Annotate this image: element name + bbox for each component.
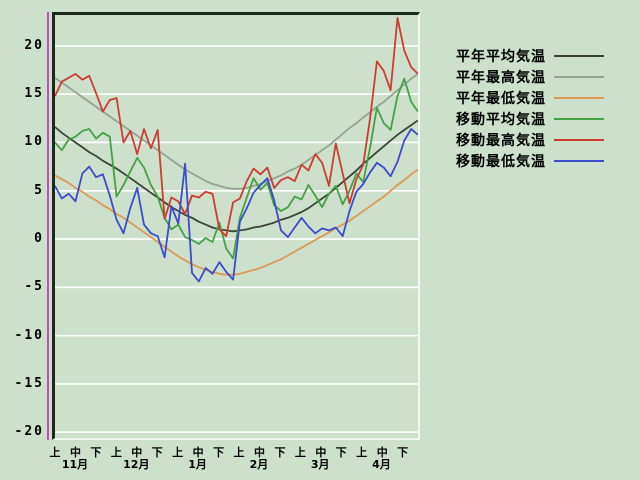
legend-item-moving-avg: 移動平均気温 xyxy=(456,110,604,128)
y-tick-label: 0 xyxy=(34,231,44,247)
x-tick-label: 上 xyxy=(110,446,122,459)
legend-label: 移動平均気温 xyxy=(456,112,546,128)
x-tick-label: 中 xyxy=(192,446,204,459)
normal-max-line-swatch xyxy=(554,76,604,78)
y-tick-label: -15 xyxy=(14,375,44,391)
moving-avg-line-swatch xyxy=(554,118,604,120)
x-tick-label: 下 xyxy=(274,446,286,459)
plot-area xyxy=(52,12,420,440)
legend-label: 移動最高気温 xyxy=(456,133,546,149)
x-tick-label: 中 xyxy=(315,446,327,459)
normal-min-line xyxy=(55,168,418,276)
x-month-label: 3月 xyxy=(310,458,330,471)
y-tick-label: -20 xyxy=(14,424,44,440)
y-tick-label: 15 xyxy=(24,86,44,102)
x-month-label: 4月 xyxy=(372,458,391,471)
x-tick-label: 上 xyxy=(356,446,368,459)
x-tick-label: 下 xyxy=(151,446,163,459)
x-tick-label: 下 xyxy=(213,446,225,459)
x-month-label: 12月 xyxy=(123,458,150,471)
x-tick-label: 上 xyxy=(233,446,245,459)
normal-max-line xyxy=(55,73,418,190)
moving-min-line-swatch xyxy=(554,160,604,162)
moving-min-line xyxy=(55,128,418,283)
legend-label: 平年最低気温 xyxy=(456,91,546,107)
x-tick-label: 上 xyxy=(172,446,184,459)
x-month-label: 2月 xyxy=(249,458,269,471)
y-tick-label: -5 xyxy=(24,279,44,295)
cursor-line xyxy=(47,12,49,440)
moving-max-line-swatch xyxy=(554,139,604,141)
legend-label: 平年最高気温 xyxy=(456,70,546,86)
y-tick-label: 10 xyxy=(24,134,44,150)
x-tick-label: 中 xyxy=(376,446,388,459)
legend-label: 平年平均気温 xyxy=(456,49,546,65)
plot-canvas xyxy=(55,17,418,434)
x-tick-label: 中 xyxy=(131,446,143,459)
x-month-label: 1月 xyxy=(188,458,207,471)
legend-item-moving-max: 移動最高気温 xyxy=(456,131,604,149)
x-tick-label: 上 xyxy=(49,446,61,459)
x-tick-label: 下 xyxy=(397,446,409,459)
legend-label: 移動最低気温 xyxy=(456,154,546,170)
x-tick-label: 下 xyxy=(335,446,347,459)
x-tick-label: 中 xyxy=(254,446,265,459)
legend-item-normal-min: 平年最低気温 xyxy=(456,89,604,107)
normal-avg-line xyxy=(55,119,418,233)
normal-min-line-swatch xyxy=(554,97,604,99)
x-month-label: 11月 xyxy=(61,458,89,471)
legend-item-normal-max: 平年最高気温 xyxy=(456,68,604,86)
normal-avg-line-swatch xyxy=(554,55,604,57)
x-tick-label: 中 xyxy=(69,446,81,459)
y-tick-label: 20 xyxy=(24,37,44,53)
y-tick-label: 5 xyxy=(34,182,44,198)
x-tick-label: 上 xyxy=(294,446,306,459)
legend-item-moving-min: 移動最低気温 xyxy=(456,152,604,170)
legend-item-normal-avg: 平年平均気温 xyxy=(456,47,604,65)
x-tick-label: 下 xyxy=(90,446,102,459)
moving-max-line xyxy=(55,17,418,238)
y-tick-label: -10 xyxy=(14,327,44,343)
